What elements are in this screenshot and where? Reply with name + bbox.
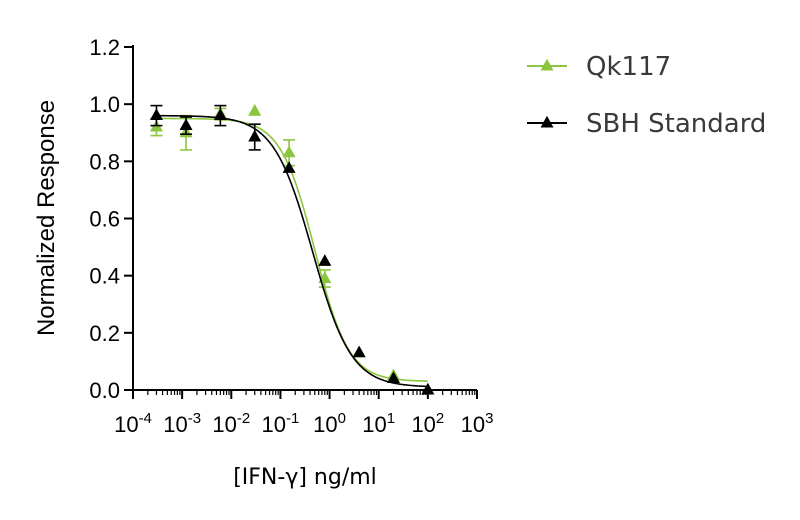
x-tick-label: 102: [411, 410, 444, 437]
x-axis: 10-4 10-3 10-2 10-1 100 101 102 103: [114, 389, 494, 437]
data-point: [282, 161, 296, 173]
data-point: [213, 108, 227, 121]
fit-curve: [156, 117, 428, 382]
x-tick-label: 100: [313, 410, 346, 437]
legend-item-1: SBH Standard: [527, 109, 766, 139]
data-point: [318, 254, 332, 266]
plot-area: [149, 104, 435, 395]
legend-marker: [540, 58, 554, 71]
x-tick-label: 101: [362, 410, 395, 437]
y-axis: 0.0 0.2 0.4 0.6 0.8 1.0 1.2: [89, 35, 134, 403]
y-tick-label: 1.0: [89, 92, 120, 117]
y-tick-label: 0.2: [89, 321, 120, 346]
x-tick-label: 10-2: [212, 410, 250, 437]
y-tick-label: 1.2: [89, 35, 120, 60]
y-axis-title: Normalized Response: [33, 100, 60, 336]
y-tick-label: 0.0: [89, 378, 120, 403]
fit-curve: [156, 114, 428, 388]
series-0: [149, 104, 435, 395]
legend-marker: [540, 115, 554, 128]
x-tick-label: 10-1: [262, 410, 300, 437]
data-point: [387, 371, 401, 384]
data-point: [352, 345, 366, 358]
legend-label: SBH Standard: [586, 109, 766, 139]
data-point: [149, 108, 163, 121]
y-tick-label: 0.4: [89, 264, 120, 289]
x-tick-label: 103: [461, 410, 494, 437]
legend-item-0: Qk117: [527, 52, 671, 82]
x-tick-label: 10-4: [114, 410, 152, 437]
x-tick-label: 10-3: [163, 410, 201, 437]
x-axis-title: [IFN-γ] ng/ml: [233, 465, 377, 490]
legend-label: Qk117: [586, 52, 671, 82]
data-point: [421, 382, 435, 395]
legend: Qk117 SBH Standard: [527, 52, 766, 139]
data-point: [282, 145, 296, 158]
y-tick-label: 0.6: [89, 207, 120, 232]
data-point: [248, 104, 262, 116]
series-1: [149, 104, 435, 395]
data-point: [179, 118, 193, 131]
y-tick-label: 0.8: [89, 149, 120, 174]
data-point: [248, 129, 262, 142]
